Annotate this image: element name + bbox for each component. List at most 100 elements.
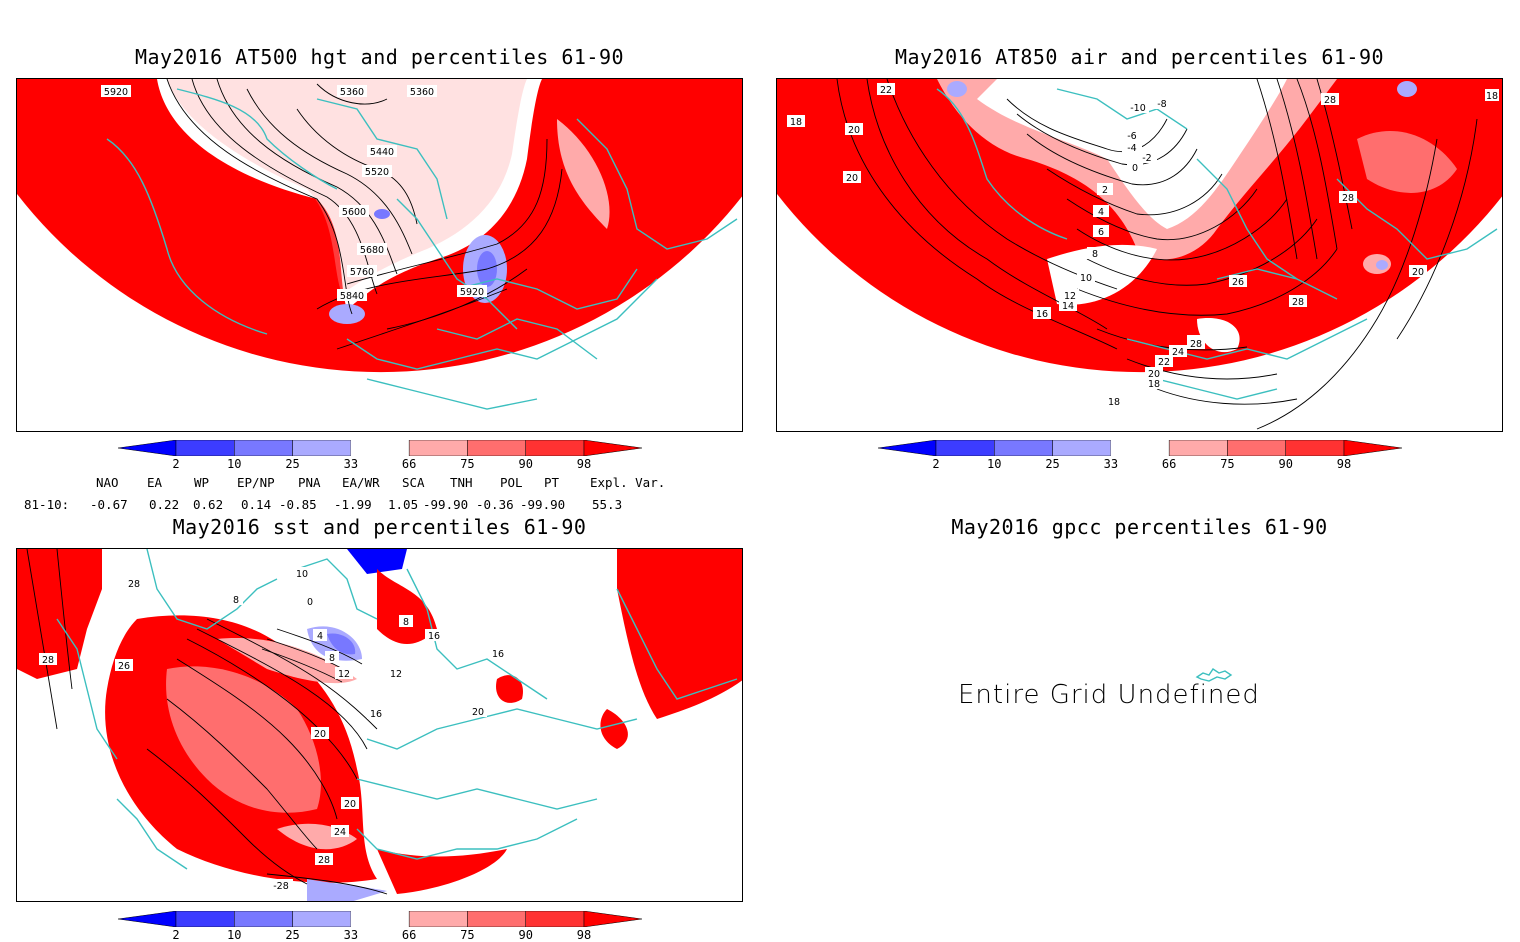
index-value-nao: -0.67 [90, 497, 128, 512]
colorbar-tick-label: 90 [518, 457, 533, 471]
colorbar-segment [350, 440, 410, 456]
index-header-sca: SCA [402, 475, 425, 490]
contour-label-hgt500-1: 5360 [340, 87, 364, 98]
contour-label-air850-22: 24 [1172, 347, 1184, 358]
colorbar-tick-label: 75 [1220, 457, 1235, 471]
contour-label-sst-19: 20 [472, 707, 484, 718]
colorbar-tick-label: 33 [1103, 457, 1119, 471]
contour-label-air850-26: 28 [1292, 297, 1304, 308]
contour-label-hgt500-6: 5680 [360, 245, 384, 256]
colorbar-segment [1168, 439, 1228, 457]
contour-label-sst-7: 8 [329, 653, 335, 664]
contour-label-air850-18: 16 [1036, 309, 1048, 320]
colorbar-segment [292, 439, 352, 457]
contour-label-air850-2: 18 [1486, 91, 1498, 102]
colorbar-segment [935, 439, 995, 457]
contour-label-air850-29: 20 [1412, 267, 1424, 278]
colorbar-tick-label: 25 [285, 457, 300, 471]
contour-label-air850-9: -2 [1142, 153, 1151, 164]
contour-label-hgt500-8: 5840 [340, 291, 364, 302]
map-hgt500: 5920 5360 5360 5440 5520 5600 5680 5760 … [16, 78, 743, 432]
colorbar-tick-label: 98 [576, 457, 592, 471]
colorbar-tick-label: 66 [401, 928, 417, 942]
index-value-pol: -0.36 [476, 497, 514, 512]
index-header-nao: NAO [96, 475, 119, 490]
contour-label-hgt500-7: 5760 [350, 267, 374, 278]
colorbar-segment [117, 439, 177, 457]
colorbar-sst: 2 10 25 33 66 75 90 98 [117, 910, 643, 942]
colorbar-segment [1285, 439, 1345, 457]
index-header-pna: PNA [298, 475, 321, 490]
colorbar-tick-label: 25 [285, 928, 300, 942]
index-value-wp: 0.62 [193, 497, 224, 512]
colorbar-segment [583, 910, 643, 928]
contour-label-air850-28: 28 [1324, 95, 1336, 106]
colorbar-segment [350, 911, 410, 927]
index-value-ea: 0.22 [149, 497, 180, 512]
contour-label-sst-0: 28 [128, 579, 140, 590]
contour-label-sst-3: 10 [296, 569, 308, 580]
colorbar-segment [994, 439, 1053, 457]
colorbar-tick-label: 33 [343, 457, 359, 471]
colorbar-segment [175, 439, 235, 457]
colorbar-segment [583, 439, 643, 457]
contour-label-sst-13: 20 [314, 729, 326, 740]
index-value-epnp: 0.14 [241, 497, 272, 512]
contour-label-air850-20: 20 [1148, 369, 1160, 380]
colorbar-segment [467, 910, 526, 928]
colorbar-tick-label: 25 [1045, 457, 1060, 471]
contour-label-air850-12: 4 [1098, 207, 1104, 218]
contour-label-hgt500-5: 5600 [342, 207, 366, 218]
colorbar-segment [525, 439, 585, 457]
colorbar-segment [467, 439, 526, 457]
contour-label-air850-1: 18 [790, 117, 802, 128]
contour-label-sst-8: 12 [338, 669, 350, 680]
colorbar-segment [408, 439, 468, 457]
contour-label-sst-5: 0 [307, 597, 313, 608]
colorbar-segment [877, 439, 937, 457]
colorbar-segment [1343, 439, 1403, 457]
colorbar-tick-label: 2 [172, 928, 180, 942]
colorbar-hgt500: 2 10 25 33 66 75 90 98 [117, 439, 643, 474]
index-value-eawr: -1.99 [334, 497, 372, 512]
colorbar-tick-label: 2 [172, 457, 180, 471]
index-header-epnp: EP/NP [237, 475, 275, 490]
contour-label-sst-9: 12 [390, 669, 402, 680]
index-value-sca: 1.05 [388, 497, 419, 512]
contour-label-sst-10: 8 [403, 617, 409, 628]
colorbar-tick-label: 90 [1278, 457, 1293, 471]
contour-label-air850-16: 12 [1064, 291, 1076, 302]
contour-label-air850-6: -8 [1157, 99, 1166, 110]
map-air850: 22 18 18 20 20 -10 -8 -6 -4 -2 0 2 4 6 8… [776, 78, 1503, 432]
colorbar-tick-label: 90 [518, 928, 533, 942]
index-row-label: 81-10: [24, 497, 70, 512]
colorbar-segment [1227, 439, 1286, 457]
contour-label-sst-18: 16 [492, 649, 504, 660]
gpcc-coast-fragment [1195, 668, 1233, 682]
contour-label-air850-7: -6 [1127, 131, 1136, 142]
panel-title-air850: May2016 AT850 air and percentiles 61-90 [894, 45, 1385, 69]
colorbar-segment [1110, 440, 1170, 456]
contour-label-sst-4: 8 [233, 595, 239, 606]
panel-title-hgt500: May2016 AT500 hgt and percentiles 61-90 [134, 45, 625, 69]
colorbar-segment [234, 439, 293, 457]
colorbar-tick-label: 66 [401, 457, 417, 471]
index-value-pt: -99.90 [520, 497, 566, 512]
colorbar-segment [292, 910, 352, 928]
contour-label-sst-1: 28 [42, 655, 54, 666]
colorbar-tick-label: 98 [1336, 457, 1352, 471]
contour-label-air850-17: 14 [1062, 301, 1074, 312]
colorbar-tick-label: 10 [227, 457, 242, 471]
contour-label-hgt500-9: 5920 [460, 287, 484, 298]
colorbar-tick-label: 98 [576, 928, 592, 942]
colorbar-tick-label: 66 [1161, 457, 1177, 471]
contour-label-air850-10: 0 [1132, 163, 1138, 174]
colorbar-segment [234, 910, 293, 928]
index-header-eawr: EA/WR [342, 475, 380, 490]
panel-title-sst: May2016 sst and percentiles 61-90 [172, 515, 587, 539]
colorbar-tick-label: 33 [343, 928, 359, 942]
contour-label-hgt500-2: 5360 [410, 87, 434, 98]
panel-title-gpcc: May2016 gpcc percentiles 61-90 [951, 515, 1328, 539]
index-header-wp: WP [194, 475, 210, 490]
colorbar-tick-label: 2 [932, 457, 940, 471]
